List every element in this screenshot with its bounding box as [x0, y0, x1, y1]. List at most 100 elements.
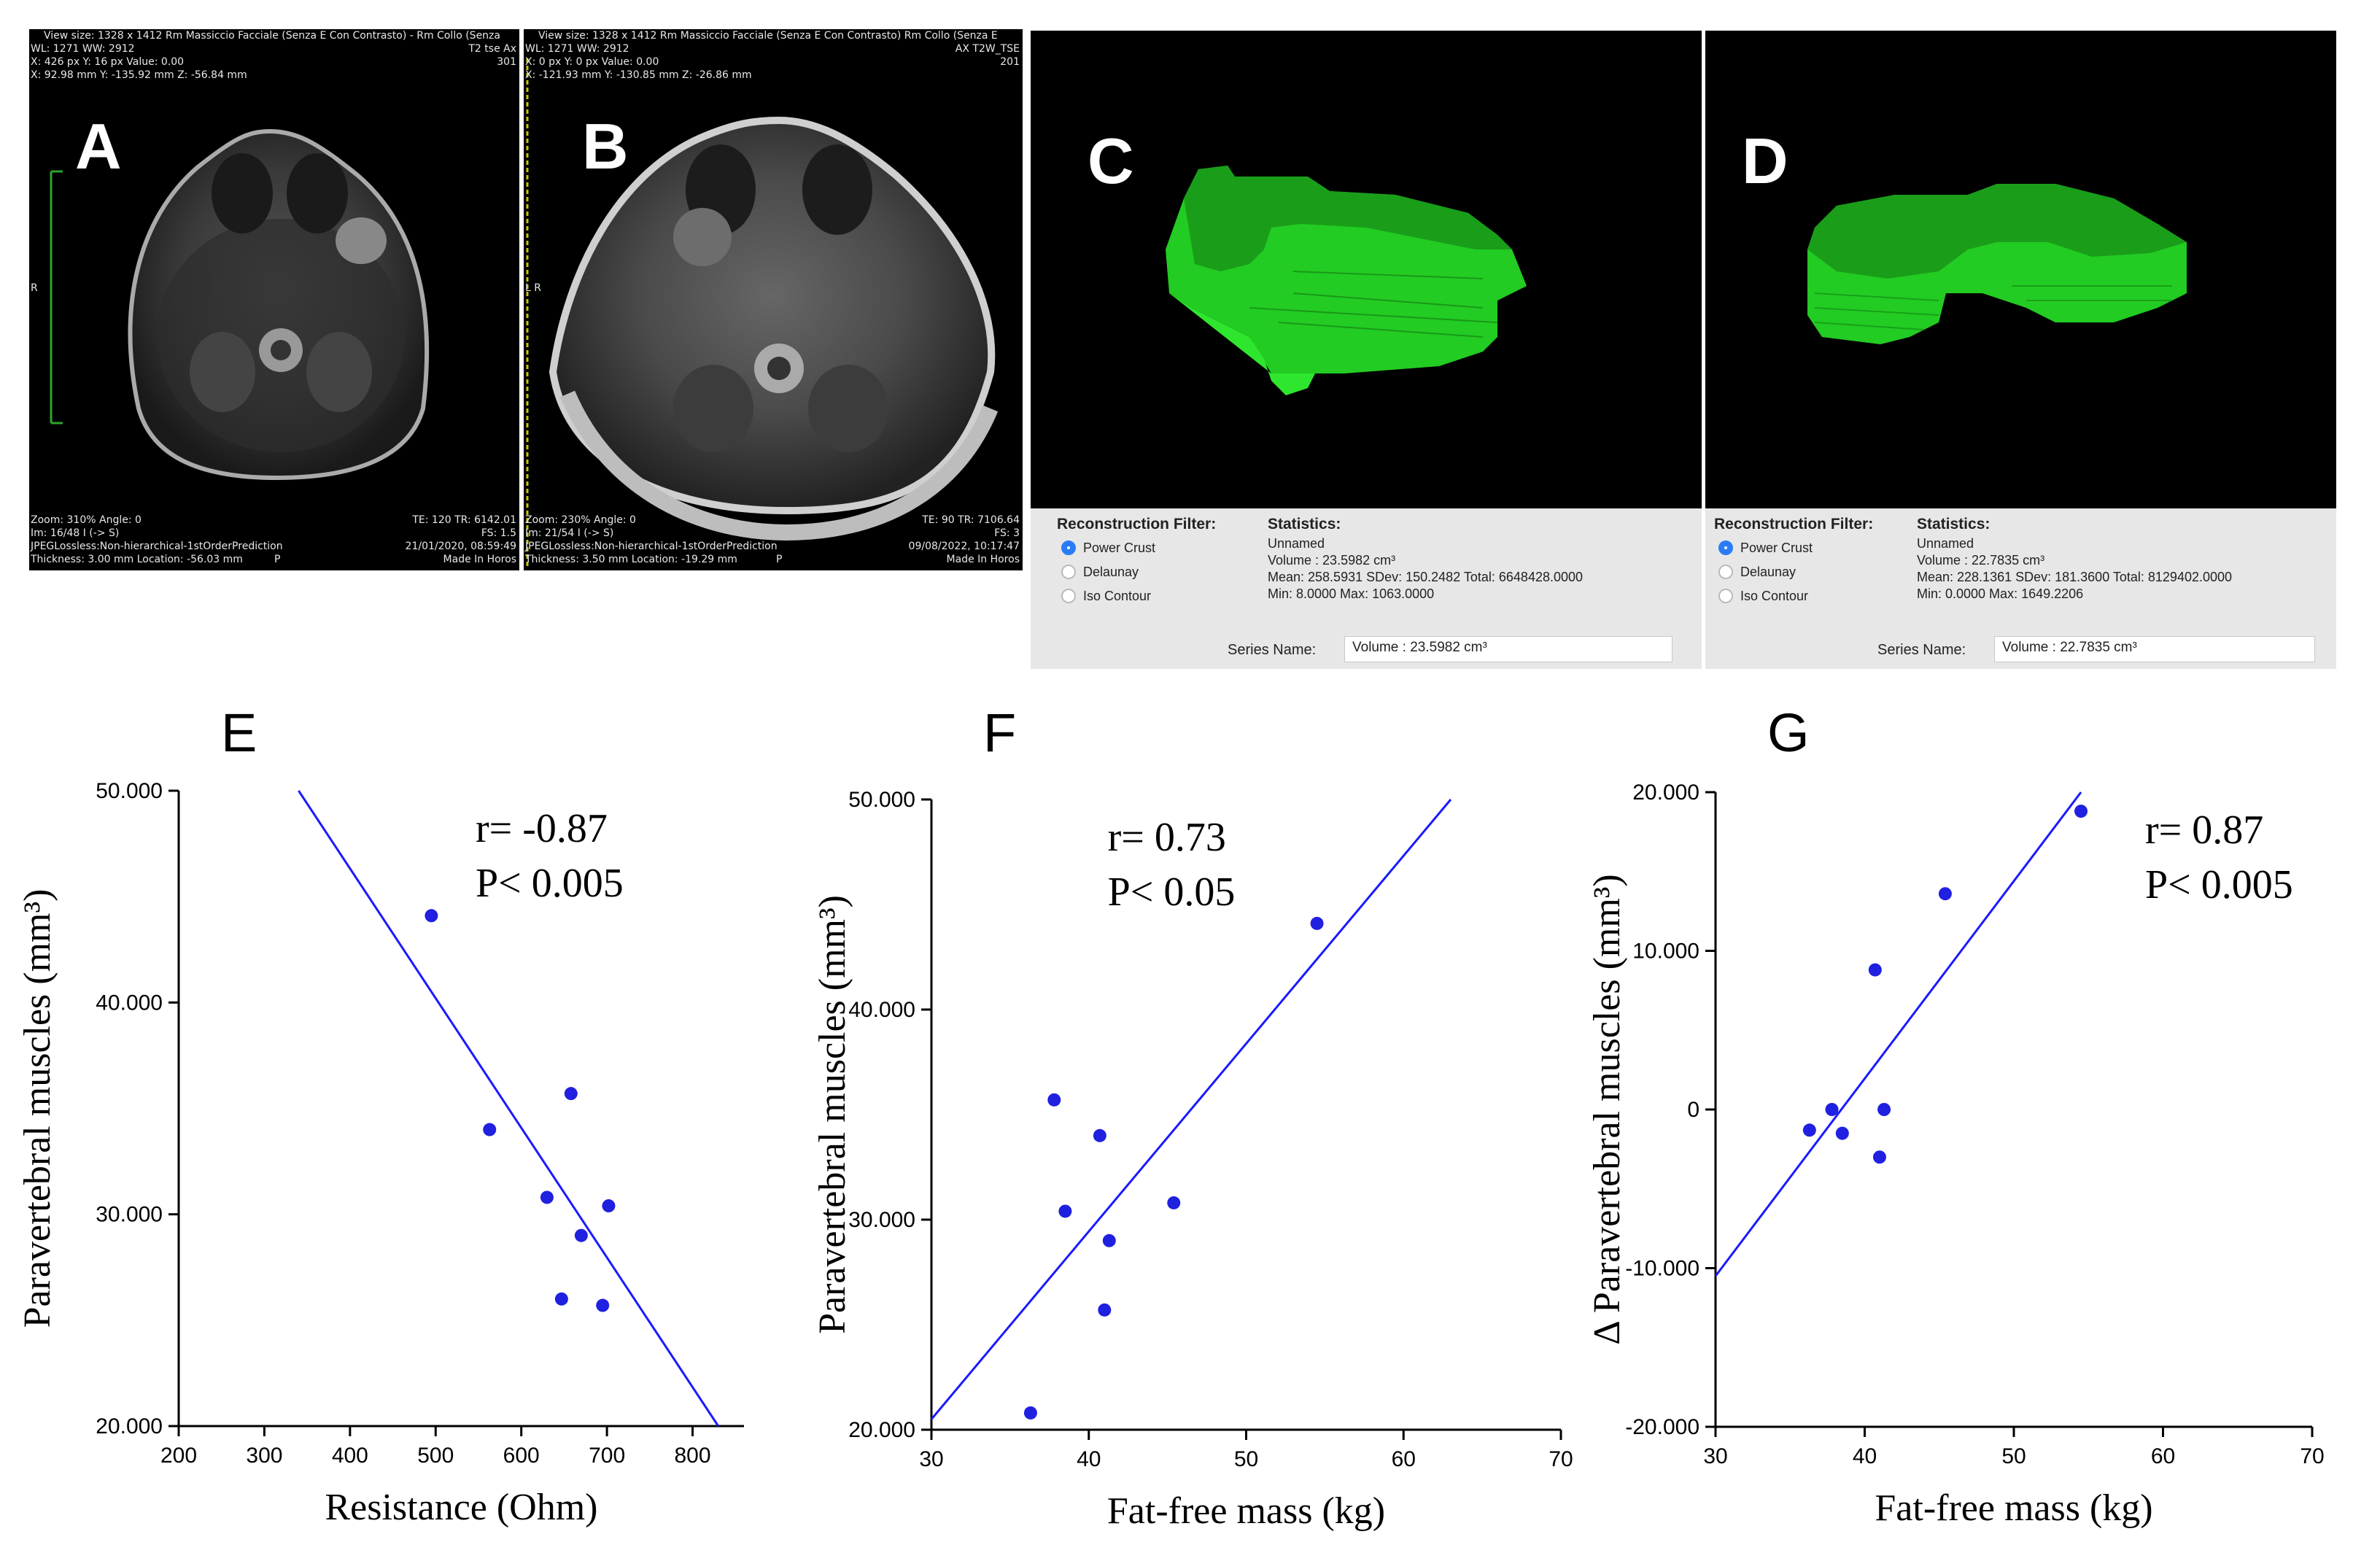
mri-a-series-num: 301	[497, 56, 516, 68]
x-tick-label: 70	[1548, 1447, 1573, 1471]
mri-b-header-1: View size: 1328 x 1412 Rm Massiccio Facc…	[538, 30, 998, 42]
x-axis-label: Fat-free mass (kg)	[1107, 1490, 1385, 1532]
data-point	[602, 1199, 616, 1213]
x-tick-label: 400	[332, 1444, 368, 1468]
panel-label-b: B	[582, 110, 629, 182]
data-point	[1877, 1103, 1891, 1116]
x-tick-label: 30	[1703, 1444, 1727, 1468]
x-tick-label: 50	[1234, 1447, 1258, 1471]
muscle-mesh-d	[1807, 184, 2187, 344]
data-point	[1868, 963, 1882, 977]
radio-delaunay[interactable]	[1718, 565, 1733, 579]
y-tick-label: -20.000	[1625, 1415, 1699, 1439]
data-point	[1167, 1196, 1181, 1209]
y-tick-label: 50.000	[96, 779, 163, 803]
x-tick-label: 600	[503, 1444, 540, 1468]
data-point	[1938, 887, 1952, 901]
y-tick-label: 40.000	[848, 998, 915, 1022]
scatter-plot-e: 200 300 400 500 600 700 800 20.000 30.000 40.000 5…	[17, 779, 744, 1528]
x-axis-label: Fat-free mass (kg)	[1875, 1487, 2152, 1529]
recon-view-d	[1705, 31, 2336, 508]
data-point	[596, 1298, 610, 1312]
y-tick-label: 40.000	[96, 991, 163, 1015]
radio-power-crust[interactable]	[1718, 541, 1733, 555]
y-tick-label: -10.000	[1625, 1257, 1699, 1281]
x-tick-label: 30	[919, 1447, 943, 1471]
stats-min-max: Min: 8.0000 Max: 1063.0000	[1268, 586, 1435, 601]
radio-delaunay-label: Delaunay	[1083, 565, 1139, 579]
mri-a-header-4: X: 92.98 mm Y: -135.92 mm Z: -56.84 mm	[31, 69, 247, 81]
stats-volume: Volume : 23.5982 cm³	[1268, 553, 1396, 568]
y-tick-label: 20.000	[96, 1414, 163, 1438]
mri-b-thickness: Thickness: 3.50 mm Location: -19.29 mm	[525, 554, 737, 565]
x-tick-label: 50	[2001, 1444, 2026, 1468]
y-axis-label: Δ Paravertebral muscles (mm³)	[1586, 874, 1628, 1344]
panel-label-a: A	[75, 110, 122, 182]
mri-b-te-tr: TE: 90 TR: 7106.64	[922, 514, 1020, 526]
mri-a-compression: JPEGLossless:Non-hierarchical-1stOrderPr…	[31, 541, 283, 552]
mri-a-posterior-marker: P	[274, 554, 281, 565]
radio-iso-contour[interactable]	[1061, 589, 1076, 603]
data-point	[2074, 805, 2088, 818]
data-point	[1835, 1126, 1849, 1140]
y-tick-label: 30.000	[96, 1203, 163, 1227]
radio-iso-contour-label: Iso Contour	[1083, 589, 1152, 603]
reconstruction-filter-label: Reconstruction Filter:	[1057, 516, 1217, 532]
p-value: P< 0.05	[1108, 870, 1236, 915]
stats-min-max: Min: 0.0000 Max: 1649.2206	[1917, 586, 2084, 601]
mri-a-image-index: Im: 16/48 I (-> S)	[31, 527, 120, 539]
correlation-r: r= 0.73	[1108, 815, 1226, 860]
mri-b-fs: FS: 3	[994, 527, 1020, 539]
muscle-mesh-c	[1166, 166, 1527, 395]
mri-a-header-2: WL: 1271 WW: 2912	[31, 43, 135, 55]
scatter-plot-f: 30 40 50 60 70 20.000 30.000 40.000 50.000 r= 0.7…	[812, 788, 1573, 1532]
radio-iso-contour[interactable]	[1718, 589, 1733, 603]
series-name-input[interactable]: Volume : 22.7835 cm³	[1994, 636, 2315, 662]
mri-b-image-index: Im: 21/54 I (-> S)	[525, 527, 614, 539]
radio-power-crust-label: Power Crust	[1083, 541, 1156, 555]
data-point	[1098, 1303, 1112, 1317]
data-point	[1102, 1234, 1116, 1247]
stats-mean: Mean: 258.5931 SDev: 150.2482 Total: 664…	[1268, 570, 1584, 584]
data-point	[1023, 1406, 1037, 1420]
mri-b-compression: JPEGLossless:Non-hierarchical-1stOrderPr…	[525, 541, 778, 552]
radio-delaunay-label: Delaunay	[1740, 565, 1796, 579]
regression-line	[1714, 791, 2082, 1277]
y-axis-label: Paravertebral muscles (mm³)	[812, 895, 853, 1334]
p-value: P< 0.005	[476, 861, 624, 906]
panel-label-d: D	[1742, 125, 1788, 197]
data-point	[554, 1292, 568, 1306]
y-tick-label: 20.000	[848, 1418, 915, 1442]
mri-b-series-num: 201	[1000, 56, 1020, 68]
data-point	[564, 1087, 578, 1101]
x-tick-label: 40	[1853, 1444, 1877, 1468]
recon-controls-d: Reconstruction Filter: Statistics: Power…	[1705, 508, 2336, 669]
radio-power-crust[interactable]	[1061, 541, 1076, 555]
stats-volume: Volume : 22.7835 cm³	[1917, 553, 2045, 568]
mri-b-made-in: Made In Horos	[946, 554, 1020, 565]
data-point	[483, 1123, 497, 1136]
x-tick-label: 60	[1392, 1447, 1416, 1471]
statistics-label: Statistics:	[1268, 516, 1341, 532]
y-tick-label: 50.000	[848, 788, 915, 812]
mri-b-header-4: X: -121.93 mm Y: -130.85 mm Z: -26.86 mm	[525, 69, 752, 81]
mri-b-date: 09/08/2022, 10:17:47	[908, 541, 1020, 552]
y-tick-label: 10.000	[1632, 940, 1699, 964]
x-tick-label: 60	[2151, 1444, 2175, 1468]
radio-iso-contour-label: Iso Contour	[1740, 589, 1809, 603]
mri-b-header-2: WL: 1271 WW: 2912	[525, 43, 629, 55]
series-name-input[interactable]: Volume : 23.5982 cm³	[1344, 636, 1672, 662]
mri-a-header-3: X: 426 px Y: 16 px Value: 0.00	[31, 56, 185, 68]
correlation-r: r= 0.87	[2145, 808, 2263, 853]
panel-label-c: C	[1088, 125, 1134, 197]
data-point	[540, 1190, 554, 1204]
x-tick-label: 70	[2300, 1444, 2324, 1468]
reconstruction-filter-label: Reconstruction Filter:	[1714, 516, 1874, 532]
data-point	[1802, 1123, 1816, 1137]
radio-delaunay[interactable]	[1061, 565, 1076, 579]
series-name-label: Series Name:	[1877, 642, 1966, 658]
x-tick-label: 800	[675, 1444, 711, 1468]
stats-mean: Mean: 228.1361 SDev: 181.3600 Total: 812…	[1917, 570, 2233, 584]
panel-label-f: F	[983, 702, 1017, 763]
data-point	[1093, 1128, 1106, 1142]
